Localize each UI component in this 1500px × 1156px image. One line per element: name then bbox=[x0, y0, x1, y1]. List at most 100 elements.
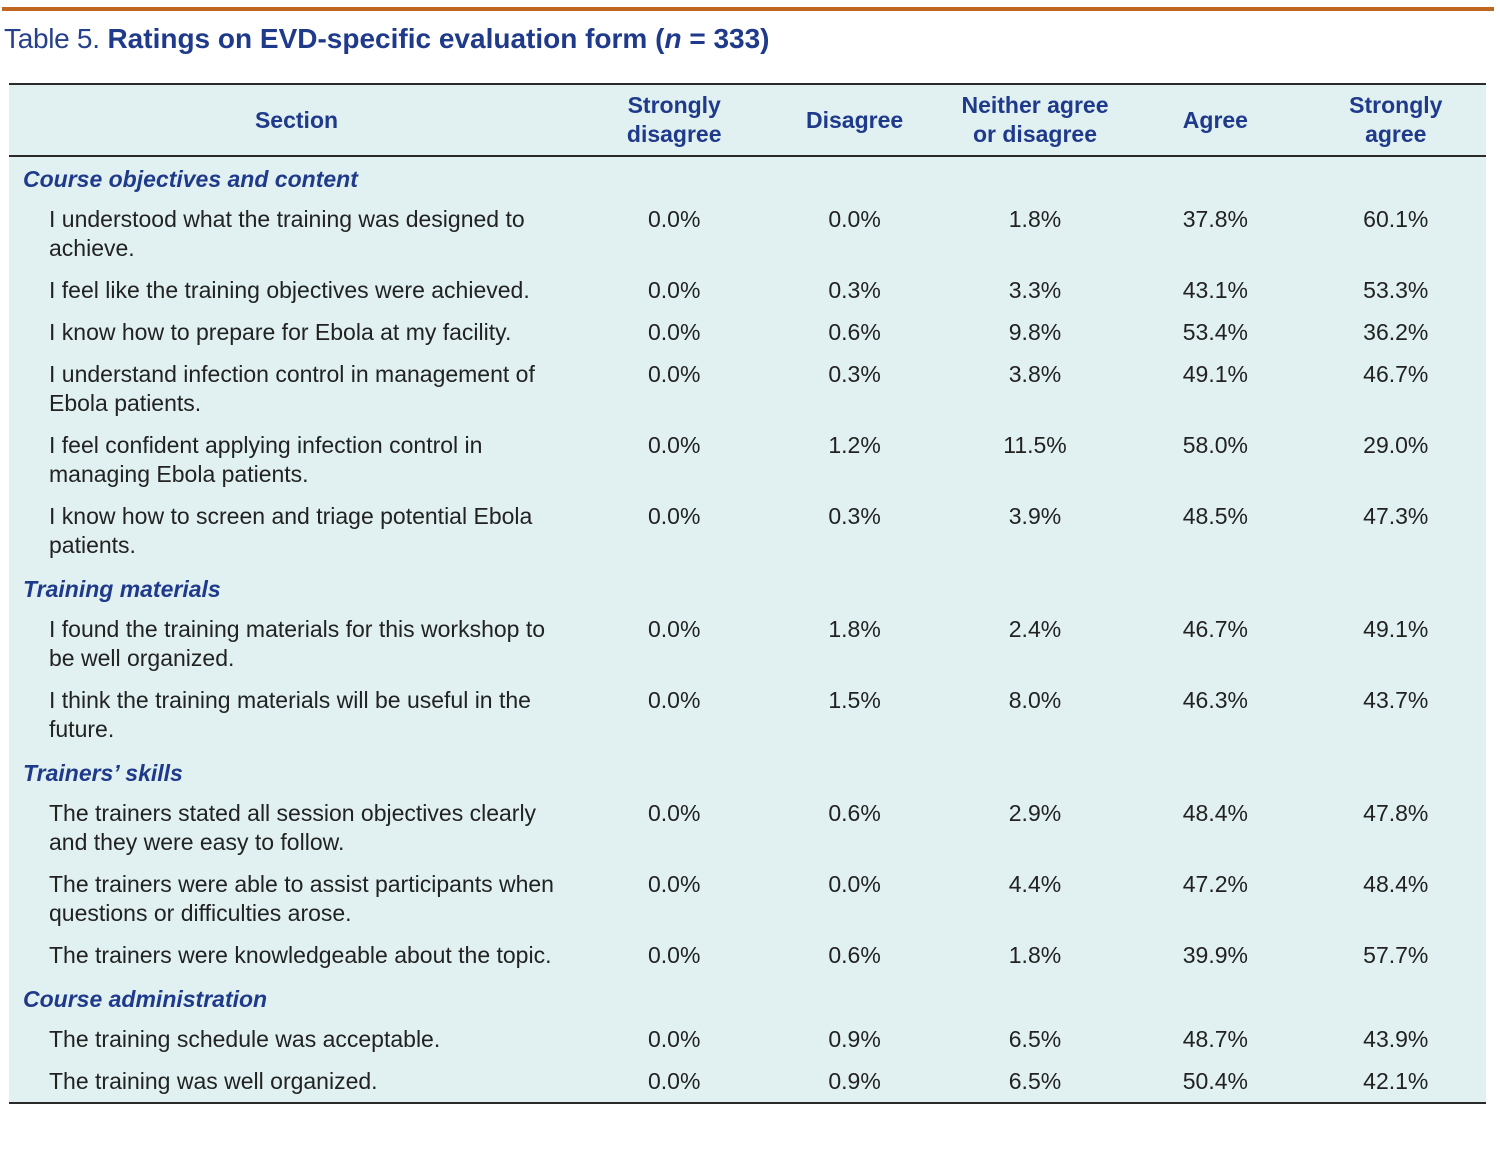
sample-size-symbol: n bbox=[664, 23, 682, 54]
table-label: Table 5. bbox=[4, 23, 100, 54]
table-row: I feel confident applying infection cont… bbox=[9, 425, 1486, 496]
table-row: I found the training materials for this … bbox=[9, 609, 1486, 680]
ratings-table-container: Section Strongly disagree Disagree Neither a… bbox=[9, 83, 1486, 1104]
rating-agree: 48.7% bbox=[1182, 1026, 1248, 1052]
rating-disagree: 1.5% bbox=[828, 687, 881, 713]
rating-agree: 50.4% bbox=[1182, 1068, 1248, 1094]
table-row: I know how to prepare for Ebola at my fa… bbox=[9, 312, 1486, 354]
column-header-line2: disagree bbox=[626, 121, 722, 147]
rating-neither: 11.5% bbox=[1003, 432, 1067, 458]
column-header-disagree: Disagree bbox=[764, 85, 945, 157]
column-header-line1: Strongly bbox=[627, 92, 721, 118]
rating-disagree: 0.9% bbox=[828, 1026, 881, 1052]
column-header-line1: Disagree bbox=[806, 106, 904, 133]
rating-strongly-disagree: 0.0% bbox=[647, 616, 701, 642]
rating-strongly-agree: 42.1% bbox=[1363, 1068, 1429, 1094]
item-statement: I understood what the training was desig… bbox=[49, 206, 525, 261]
ratings-table: Section Strongly disagree Disagree Neither a… bbox=[9, 85, 1486, 1102]
rating-strongly-disagree: 0.0% bbox=[647, 432, 701, 458]
item-statement: I feel like the training objectives were… bbox=[49, 277, 530, 303]
rating-strongly-disagree: 0.0% bbox=[647, 1026, 701, 1052]
section-title: Course administration bbox=[23, 986, 268, 1012]
item-statement: I feel confident applying infection cont… bbox=[49, 432, 483, 487]
table-row: I understood what the training was desig… bbox=[9, 199, 1486, 270]
column-header-neither: Neither agree or disagree bbox=[944, 85, 1126, 157]
top-accent-rule bbox=[2, 7, 1494, 11]
rating-strongly-agree: 49.1% bbox=[1363, 616, 1429, 642]
rating-neither: 1.8% bbox=[1008, 942, 1062, 968]
rating-disagree: 0.3% bbox=[828, 503, 881, 529]
section-title: Training materials bbox=[23, 576, 221, 602]
rating-neither: 9.8% bbox=[1008, 319, 1062, 345]
table-title: Ratings on EVD-specific evaluation form … bbox=[107, 23, 769, 54]
item-statement: The trainers were able to assist partici… bbox=[49, 871, 554, 926]
item-statement: The training was well organized. bbox=[49, 1068, 378, 1094]
rating-strongly-disagree: 0.0% bbox=[647, 277, 701, 303]
table-row: The trainers were knowledgeable about th… bbox=[9, 935, 1486, 977]
rating-strongly-disagree: 0.0% bbox=[647, 361, 701, 387]
rating-disagree: 0.0% bbox=[828, 871, 881, 897]
rating-agree: 46.3% bbox=[1182, 687, 1248, 713]
column-header-line1: Section bbox=[254, 106, 339, 133]
table-row: I feel like the training objectives were… bbox=[9, 270, 1486, 312]
rating-agree: 48.4% bbox=[1182, 800, 1248, 826]
rating-strongly-disagree: 0.0% bbox=[647, 687, 701, 713]
column-header-line1: Strongly bbox=[1349, 92, 1443, 118]
rating-agree: 53.4% bbox=[1182, 319, 1248, 345]
item-statement: I understand infection control in manage… bbox=[49, 361, 535, 416]
rating-strongly-agree: 29.0% bbox=[1363, 432, 1429, 458]
rating-strongly-agree: 60.1% bbox=[1363, 206, 1429, 232]
rating-agree: 46.7% bbox=[1182, 616, 1248, 642]
rating-disagree: 0.6% bbox=[828, 319, 881, 345]
rating-neither: 4.4% bbox=[1008, 871, 1062, 897]
column-header-line2: or disagree bbox=[972, 121, 1097, 147]
title-suffix: = 333) bbox=[681, 23, 770, 54]
column-header-line1: Neither agree bbox=[961, 92, 1109, 118]
table-row: The training schedule was acceptable. 0.0… bbox=[9, 1019, 1486, 1061]
rating-disagree: 1.2% bbox=[828, 432, 881, 458]
rating-strongly-disagree: 0.0% bbox=[647, 800, 701, 826]
rating-strongly-disagree: 0.0% bbox=[647, 1068, 701, 1094]
rating-disagree: 0.3% bbox=[828, 277, 881, 303]
rating-strongly-agree: 57.7% bbox=[1363, 942, 1429, 968]
rating-strongly-agree: 47.3% bbox=[1363, 503, 1429, 529]
rating-strongly-disagree: 0.0% bbox=[647, 319, 701, 345]
table-row: The trainers were able to assist partici… bbox=[9, 864, 1486, 935]
rating-neither: 6.5% bbox=[1008, 1068, 1062, 1094]
item-statement: I found the training materials for this … bbox=[49, 616, 546, 671]
table-caption: Table 5. Ratings on EVD-specific evaluat… bbox=[4, 20, 770, 58]
rating-neither: 2.9% bbox=[1008, 800, 1062, 826]
column-header-strongly-agree: Strongly agree bbox=[1305, 85, 1486, 157]
rating-strongly-agree: 43.9% bbox=[1363, 1026, 1429, 1052]
column-header-section: Section bbox=[9, 85, 585, 157]
rating-strongly-agree: 47.8% bbox=[1363, 800, 1429, 826]
rating-strongly-agree: 46.7% bbox=[1363, 361, 1429, 387]
table-row: I understand infection control in manage… bbox=[9, 354, 1486, 425]
column-header-line1: Agree bbox=[1182, 106, 1248, 133]
item-statement: The trainers were knowledgeable about th… bbox=[49, 942, 552, 968]
rating-strongly-disagree: 0.0% bbox=[647, 942, 701, 968]
rating-disagree: 1.8% bbox=[828, 616, 881, 642]
item-statement: I know how to screen and triage potentia… bbox=[49, 503, 533, 558]
column-header-agree: Agree bbox=[1125, 85, 1306, 157]
section-row: Training materials bbox=[9, 567, 1486, 609]
rating-disagree: 0.6% bbox=[828, 800, 881, 826]
item-statement: I know how to prepare for Ebola at my fa… bbox=[49, 319, 512, 345]
table-row: I think the training materials will be u… bbox=[9, 680, 1486, 751]
rating-neither: 1.8% bbox=[1008, 206, 1062, 232]
rating-neither: 3.9% bbox=[1008, 503, 1062, 529]
rating-strongly-disagree: 0.0% bbox=[647, 871, 701, 897]
rating-agree: 39.9% bbox=[1182, 942, 1248, 968]
rating-strongly-agree: 48.4% bbox=[1363, 871, 1429, 897]
rating-neither: 6.5% bbox=[1008, 1026, 1062, 1052]
table-row: The training was well organized. 0.0% 0.9%… bbox=[9, 1061, 1486, 1102]
rating-agree: 37.8% bbox=[1182, 206, 1248, 232]
rating-neither: 3.8% bbox=[1008, 361, 1062, 387]
section-title: Trainers’ skills bbox=[23, 760, 183, 786]
item-statement: I think the training materials will be u… bbox=[49, 687, 531, 742]
table-body: Course objectives and content I understoo… bbox=[9, 156, 1486, 1102]
rating-disagree: 0.3% bbox=[828, 361, 881, 387]
rating-agree: 49.1% bbox=[1182, 361, 1248, 387]
rating-strongly-agree: 53.3% bbox=[1363, 277, 1429, 303]
item-statement: The training schedule was acceptable. bbox=[49, 1026, 441, 1052]
